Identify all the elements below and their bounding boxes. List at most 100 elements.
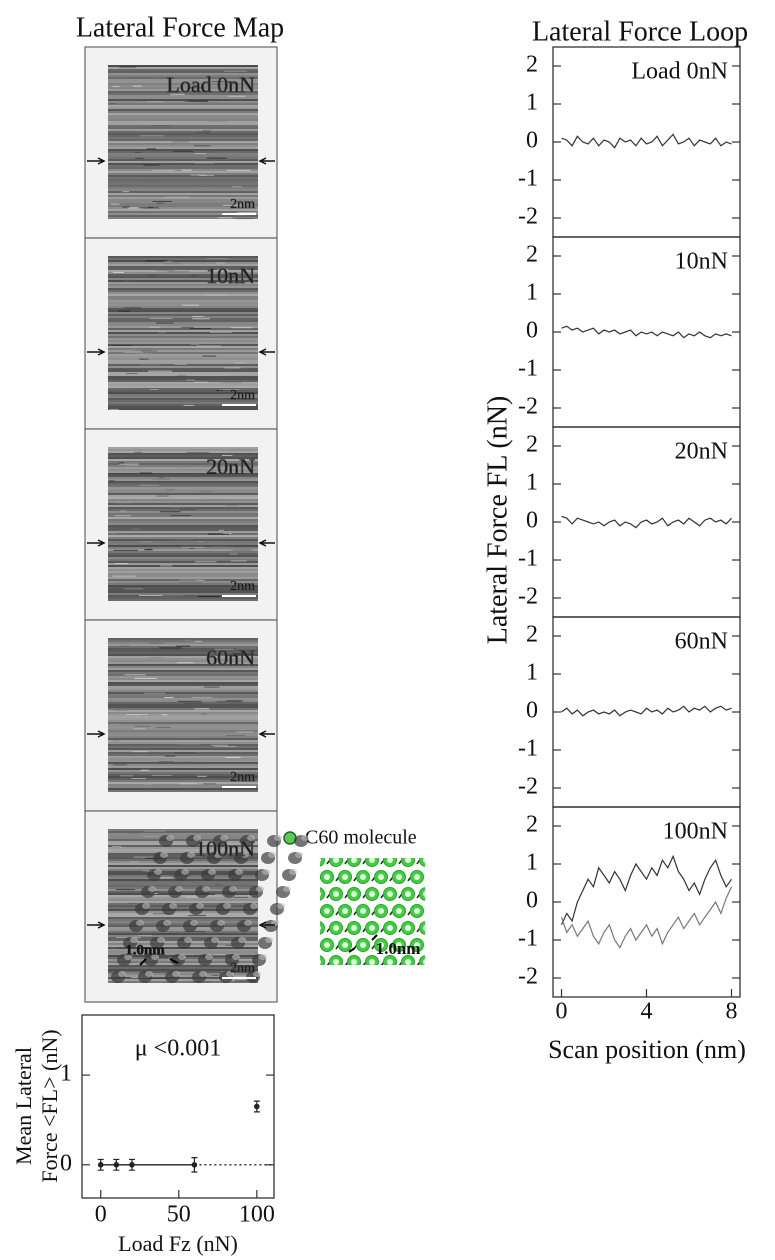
map-speckle bbox=[199, 174, 215, 176]
map-speckle bbox=[129, 861, 139, 863]
map-streak bbox=[108, 973, 258, 975]
map-speckle bbox=[145, 260, 168, 262]
map-speckle bbox=[115, 100, 138, 102]
map-streak bbox=[108, 766, 258, 768]
map-speckle bbox=[194, 561, 217, 563]
map-speckle bbox=[189, 925, 211, 927]
molecule bbox=[419, 921, 425, 935]
map-streak bbox=[108, 672, 258, 674]
map-speckle bbox=[159, 957, 169, 959]
map-molecule-highlight bbox=[163, 920, 171, 926]
map-streak bbox=[108, 159, 258, 161]
map-streak bbox=[108, 260, 258, 262]
map-streak bbox=[108, 648, 258, 650]
map-speckle bbox=[192, 318, 210, 320]
map-streak bbox=[108, 205, 258, 207]
molecule-core bbox=[432, 908, 438, 914]
map-streak bbox=[108, 197, 258, 199]
map-streak bbox=[108, 491, 258, 493]
map-speckle bbox=[210, 545, 230, 547]
map-molecule-highlight bbox=[289, 869, 297, 875]
map-speckle bbox=[138, 127, 162, 129]
map-speckle bbox=[112, 740, 119, 742]
map-streak bbox=[108, 497, 258, 499]
map-speckle bbox=[174, 538, 193, 540]
map-streak bbox=[108, 402, 258, 404]
map-streak bbox=[108, 495, 258, 497]
map-streak bbox=[108, 517, 258, 519]
molecule-core bbox=[342, 908, 348, 914]
map-molecule-highlight bbox=[253, 971, 261, 977]
map-streak bbox=[108, 865, 258, 867]
map-streak bbox=[108, 384, 258, 386]
molecule-core bbox=[324, 874, 330, 880]
map-streak bbox=[108, 764, 258, 766]
map-streak bbox=[108, 845, 258, 847]
map-speckle bbox=[215, 262, 226, 264]
map-molecule-highlight bbox=[238, 937, 246, 943]
map-streak bbox=[108, 179, 258, 181]
map-streak bbox=[108, 847, 258, 849]
map-streak bbox=[108, 135, 258, 137]
map-speckle bbox=[179, 579, 203, 581]
map-streak bbox=[108, 887, 258, 889]
map-speckle bbox=[162, 595, 184, 597]
map-speckle bbox=[194, 153, 207, 155]
map-streak bbox=[108, 903, 258, 905]
molecule bbox=[320, 955, 325, 965]
molecule-core bbox=[320, 959, 321, 965]
map-streak bbox=[108, 740, 258, 742]
scale-bar-label: 2nm bbox=[230, 579, 255, 594]
map-streak bbox=[108, 125, 258, 127]
loop-title: Lateral Force Loop bbox=[532, 16, 748, 47]
map-streak bbox=[108, 931, 258, 933]
map-speckle bbox=[196, 345, 221, 347]
map-speckle bbox=[225, 504, 239, 506]
map-streak bbox=[108, 573, 258, 575]
map-molecule-highlight bbox=[262, 869, 270, 875]
map-speckle bbox=[188, 547, 195, 549]
map-molecule-highlight bbox=[295, 852, 303, 858]
map-streak bbox=[108, 539, 258, 541]
map-speckle bbox=[151, 170, 175, 172]
map-speckle bbox=[190, 343, 199, 345]
map-speckle bbox=[218, 529, 224, 531]
y-tick-label: 2 bbox=[526, 622, 538, 648]
map-streak bbox=[108, 189, 258, 191]
map-streak bbox=[108, 901, 258, 903]
map-arrow-left bbox=[87, 921, 106, 929]
map-streak bbox=[108, 270, 258, 272]
map-speckle bbox=[191, 696, 213, 698]
map-speckle bbox=[156, 202, 164, 204]
map-label: 100nN bbox=[195, 836, 255, 861]
map-speckle bbox=[149, 642, 164, 644]
map-streak bbox=[108, 404, 258, 406]
map-speckle bbox=[120, 775, 134, 777]
map-speckle bbox=[134, 451, 143, 453]
map-arrow-right bbox=[258, 157, 275, 165]
map-streak bbox=[108, 571, 258, 573]
map-speckle bbox=[207, 157, 227, 159]
map-streak bbox=[108, 298, 258, 300]
map-speckle bbox=[114, 709, 129, 711]
map-streak bbox=[108, 324, 258, 326]
map-streak bbox=[108, 883, 258, 885]
map-streak bbox=[108, 133, 258, 135]
map-speckle bbox=[158, 332, 166, 334]
map-speckle bbox=[133, 349, 151, 351]
map-speckle bbox=[206, 654, 228, 656]
map-speckle bbox=[108, 904, 118, 906]
map-speckle bbox=[156, 270, 175, 272]
map-streak bbox=[108, 503, 258, 505]
map-streak bbox=[108, 650, 258, 652]
map-streak bbox=[108, 173, 258, 175]
map-speckle bbox=[137, 935, 152, 937]
molecule bbox=[419, 955, 425, 965]
map-streak bbox=[108, 69, 258, 71]
map-streak bbox=[108, 306, 258, 308]
loop-x-label: Scan position (nm) bbox=[548, 1035, 746, 1064]
map-streak bbox=[108, 951, 258, 953]
map-speckle bbox=[193, 381, 208, 383]
map-streak bbox=[108, 511, 258, 513]
